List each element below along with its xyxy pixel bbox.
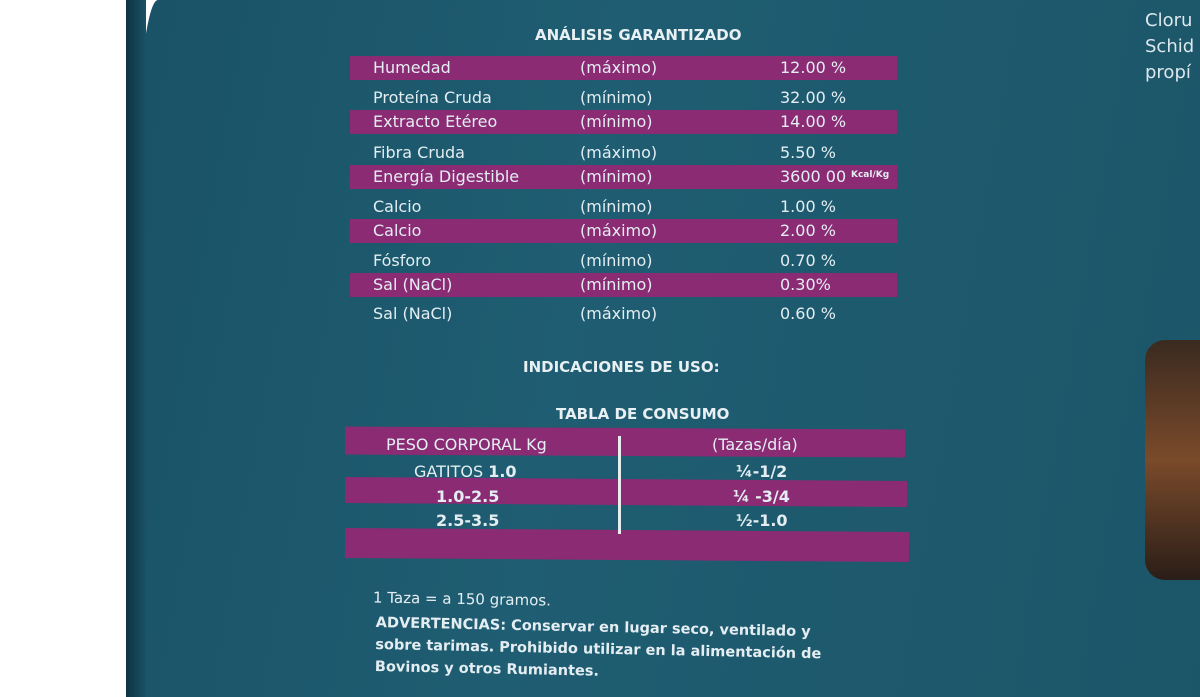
analysis-title: ANÁLISIS GARANTIZADO bbox=[535, 26, 742, 44]
analysis-qual: (mínimo) bbox=[580, 167, 653, 186]
analysis-qual: (mínimo) bbox=[580, 197, 653, 216]
row-band bbox=[350, 219, 897, 243]
analysis-name: Calcio bbox=[373, 221, 422, 240]
package-background bbox=[128, 0, 1200, 697]
header-cups: (Tazas/día) bbox=[712, 435, 798, 454]
warning: ADVERTENCIAS: Conservar en lugar seco, v… bbox=[374, 614, 822, 680]
analysis-qual: (máximo) bbox=[580, 221, 658, 240]
row-band bbox=[350, 165, 897, 189]
analysis-name: Energía Digestible bbox=[373, 167, 520, 186]
analysis-qual: (máximo) bbox=[580, 143, 658, 162]
analysis-value: 1.00 % bbox=[780, 197, 836, 216]
analysis-name: Extracto Etéreo bbox=[373, 112, 498, 131]
side-text: Schid bbox=[1145, 36, 1195, 57]
row-band bbox=[350, 110, 897, 134]
analysis-value: 5.50 % bbox=[780, 143, 836, 162]
analysis-value: 3600 00 bbox=[780, 167, 847, 186]
analysis-unit: Kcal/Kg bbox=[851, 170, 890, 180]
row-band bbox=[350, 273, 897, 297]
analysis-value: 12.00 % bbox=[780, 58, 847, 77]
row-cups: ¼ -3/4 bbox=[733, 487, 790, 506]
row-band bbox=[350, 56, 897, 80]
header-weight: PESO CORPORAL Kg bbox=[386, 435, 547, 454]
cup-note: 1 Taza = a 150 gramos. bbox=[372, 588, 552, 610]
side-text: Cloru bbox=[1145, 10, 1193, 31]
row-label: GATITOS 1.0 bbox=[414, 462, 517, 481]
row-weight: 2.5-3.5 bbox=[436, 511, 500, 530]
analysis-value: 0.70 % bbox=[780, 251, 836, 270]
package-edge bbox=[126, 0, 146, 697]
analysis-name: Humedad bbox=[373, 58, 451, 77]
consumption-title: TABLA DE CONSUMO bbox=[556, 405, 730, 423]
column-divider bbox=[618, 436, 621, 534]
analysis-name: Sal (NaCl) bbox=[373, 275, 453, 294]
analysis-name: Fibra Cruda bbox=[373, 143, 465, 162]
analysis-name: Fósforo bbox=[373, 251, 432, 270]
analysis-qual: (mínimo) bbox=[580, 275, 653, 294]
product-photo bbox=[1145, 340, 1200, 580]
warning-label: ADVERTENCIAS: bbox=[375, 614, 507, 634]
row-cups: ¼-1/2 bbox=[736, 462, 788, 481]
analysis-name: Sal (NaCl) bbox=[373, 304, 453, 323]
band bbox=[344, 477, 908, 507]
analysis-value: 14.00 % bbox=[780, 112, 847, 131]
side-text: propí bbox=[1145, 62, 1191, 83]
analysis-qual: (mínimo) bbox=[580, 112, 653, 131]
row-cups: ½-1.0 bbox=[736, 511, 788, 530]
analysis-name: Proteína Cruda bbox=[373, 88, 492, 107]
analysis-value: 2.00 % bbox=[780, 221, 836, 240]
analysis-qual: (máximo) bbox=[580, 58, 658, 77]
analysis-qual: (mínimo) bbox=[580, 251, 653, 270]
analysis-value: 0.30% bbox=[780, 275, 831, 294]
analysis-name: Calcio bbox=[373, 197, 422, 216]
row-weight: 1.0-2.5 bbox=[436, 487, 500, 506]
analysis-value: 32.00 % bbox=[780, 88, 847, 107]
analysis-qual: (mínimo) bbox=[580, 88, 653, 107]
band bbox=[344, 528, 910, 562]
indications-title: INDICACIONES DE USO: bbox=[523, 358, 720, 376]
analysis-value: 0.60 % bbox=[780, 304, 836, 323]
analysis-qual: (máximo) bbox=[580, 304, 658, 323]
